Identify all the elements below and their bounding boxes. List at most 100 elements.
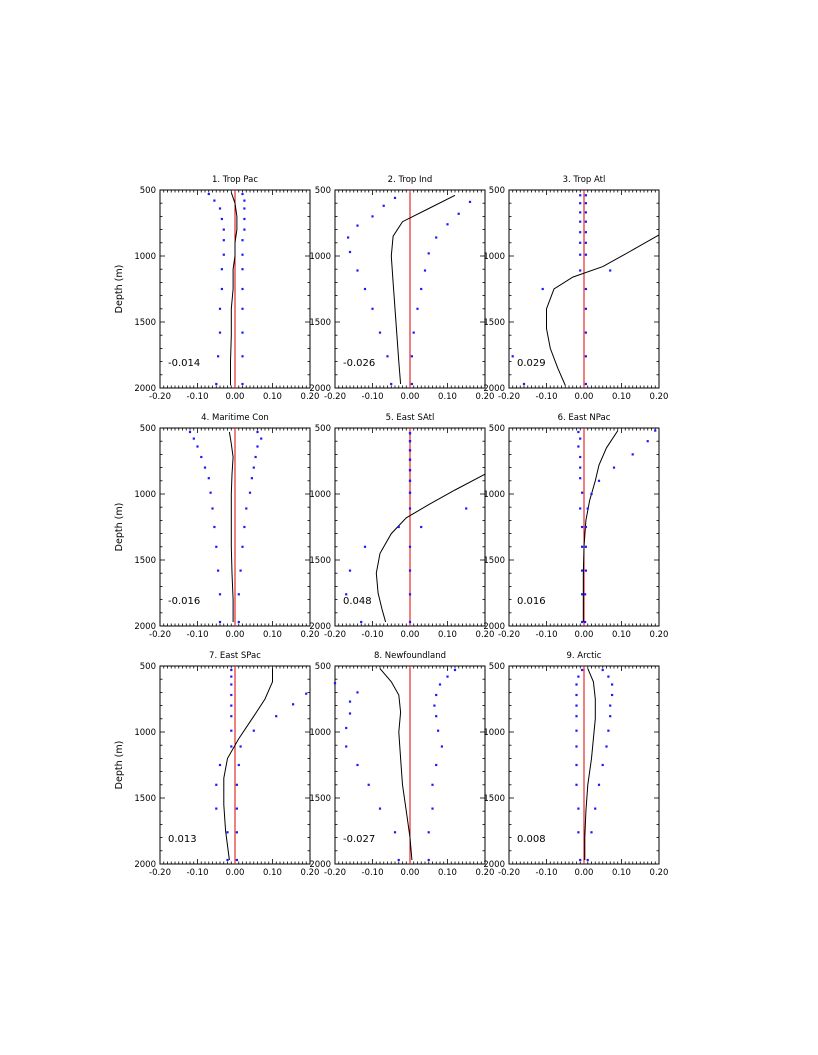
lower-dot: [348, 250, 352, 254]
lower-dot: [356, 224, 359, 227]
upper-dot: [235, 858, 238, 862]
lower-dot: [579, 194, 582, 197]
panel-title: 3. Trop Atl: [563, 175, 606, 185]
upper-dot: [586, 507, 589, 510]
lower-dot: [220, 217, 223, 221]
mean-profile-line: [223, 668, 273, 861]
y-tick-label: 2000: [309, 860, 331, 870]
upper-dot: [241, 268, 244, 271]
x-tick-label: 0.00: [226, 868, 245, 878]
upper-dot: [241, 239, 244, 242]
x-tick-label: -0.20: [149, 392, 171, 402]
lower-dot: [211, 507, 214, 510]
lower-dot: [213, 525, 216, 529]
upper-dot: [601, 763, 604, 767]
x-tick-label: 0.00: [401, 630, 420, 640]
upper-dot: [446, 675, 449, 678]
x-tick-label: -0.10: [362, 630, 384, 640]
x-tick-label: 0.20: [301, 392, 320, 402]
upper-dot: [584, 307, 587, 310]
lower-dot: [522, 382, 526, 386]
lower-dot: [397, 858, 400, 862]
lower-dot: [378, 331, 382, 334]
lower-dot: [579, 253, 582, 256]
panel-2: -0.20 -0.10 0.00 0.10 0.20 500 1000 1500 2000 2. …: [309, 175, 494, 402]
lower-dot: [360, 620, 363, 624]
mean-profile-line: [228, 431, 234, 622]
lower-dot: [188, 430, 192, 434]
x-tick-label: -0.10: [187, 868, 209, 878]
lower-dot: [575, 729, 578, 732]
upper-dot: [609, 704, 612, 707]
lower-dot: [218, 307, 222, 310]
upper-dot: [435, 236, 438, 239]
y-tick-label: 1000: [483, 728, 505, 738]
upper-dot: [609, 269, 612, 272]
y-tick-label: 2000: [483, 860, 505, 870]
y-tick-label: 500: [489, 186, 505, 196]
upper-dot: [612, 466, 616, 469]
upper-dot: [427, 831, 430, 834]
x-tick-label: -0.20: [498, 630, 520, 640]
lower-dot: [222, 228, 225, 231]
lower-dot: [579, 466, 582, 469]
y-tick-label: 2000: [483, 384, 505, 394]
lower-dot: [581, 593, 584, 596]
upper-dot: [237, 593, 240, 596]
x-tick-label: 0.00: [575, 392, 594, 402]
lower-dot: [230, 729, 233, 732]
x-tick-label: 0.00: [226, 392, 245, 402]
x-tick-label: 0.20: [650, 868, 669, 878]
x-tick-label: -0.10: [187, 630, 209, 640]
lower-dot: [230, 693, 233, 697]
upper-dot: [420, 287, 423, 291]
panel-annotation: 0.048: [343, 596, 372, 607]
x-tick-label: -0.10: [536, 630, 558, 640]
panel-annotation: -0.016: [168, 596, 200, 607]
lower-dot: [382, 204, 385, 207]
lower-dot: [581, 620, 584, 624]
y-tick-label: 1000: [134, 728, 156, 738]
upper-dot: [584, 593, 587, 596]
x-tick-label: 0.00: [226, 630, 245, 640]
x-tick-label: 0.20: [650, 630, 669, 640]
upper-dot: [241, 287, 244, 291]
lower-dot: [215, 783, 218, 786]
upper-dot: [611, 693, 614, 697]
lower-dot: [581, 525, 584, 529]
lower-dot: [541, 287, 544, 291]
panel-title: 6. East NPac: [558, 413, 611, 423]
y-tick-label: 500: [140, 662, 156, 672]
lower-dot: [397, 525, 400, 529]
x-tick-label: 0.10: [438, 392, 457, 402]
lower-dot: [203, 466, 207, 469]
mean-profile-line: [546, 234, 660, 386]
upper-dot: [235, 807, 238, 810]
upper-dot: [245, 507, 248, 510]
x-tick-label: 0.20: [301, 630, 320, 640]
upper-dot: [408, 440, 412, 443]
lower-dot: [575, 715, 578, 718]
upper-dot: [412, 331, 415, 334]
x-tick-label: 0.00: [575, 630, 594, 640]
upper-dot: [243, 207, 246, 210]
lower-dot: [363, 287, 367, 291]
y-tick-label: 1500: [483, 794, 505, 804]
upper-dot: [597, 479, 601, 482]
lower-dot: [579, 220, 582, 223]
y-tick-label: 1500: [309, 318, 331, 328]
y-tick-label: 1500: [309, 794, 331, 804]
lower-dot: [348, 700, 352, 703]
upper-dot: [237, 763, 240, 767]
panel-title: 7. East SPac: [209, 651, 261, 661]
upper-dot: [427, 252, 430, 255]
lower-dot: [192, 437, 195, 440]
upper-dot: [241, 307, 244, 310]
lower-dot: [408, 507, 412, 510]
panel-title: 4. Maritime Con: [201, 413, 269, 423]
panel-annotation: 0.008: [517, 834, 546, 845]
mean-profile-line: [379, 668, 413, 861]
lower-dot: [345, 726, 348, 730]
lower-dot: [393, 196, 397, 199]
